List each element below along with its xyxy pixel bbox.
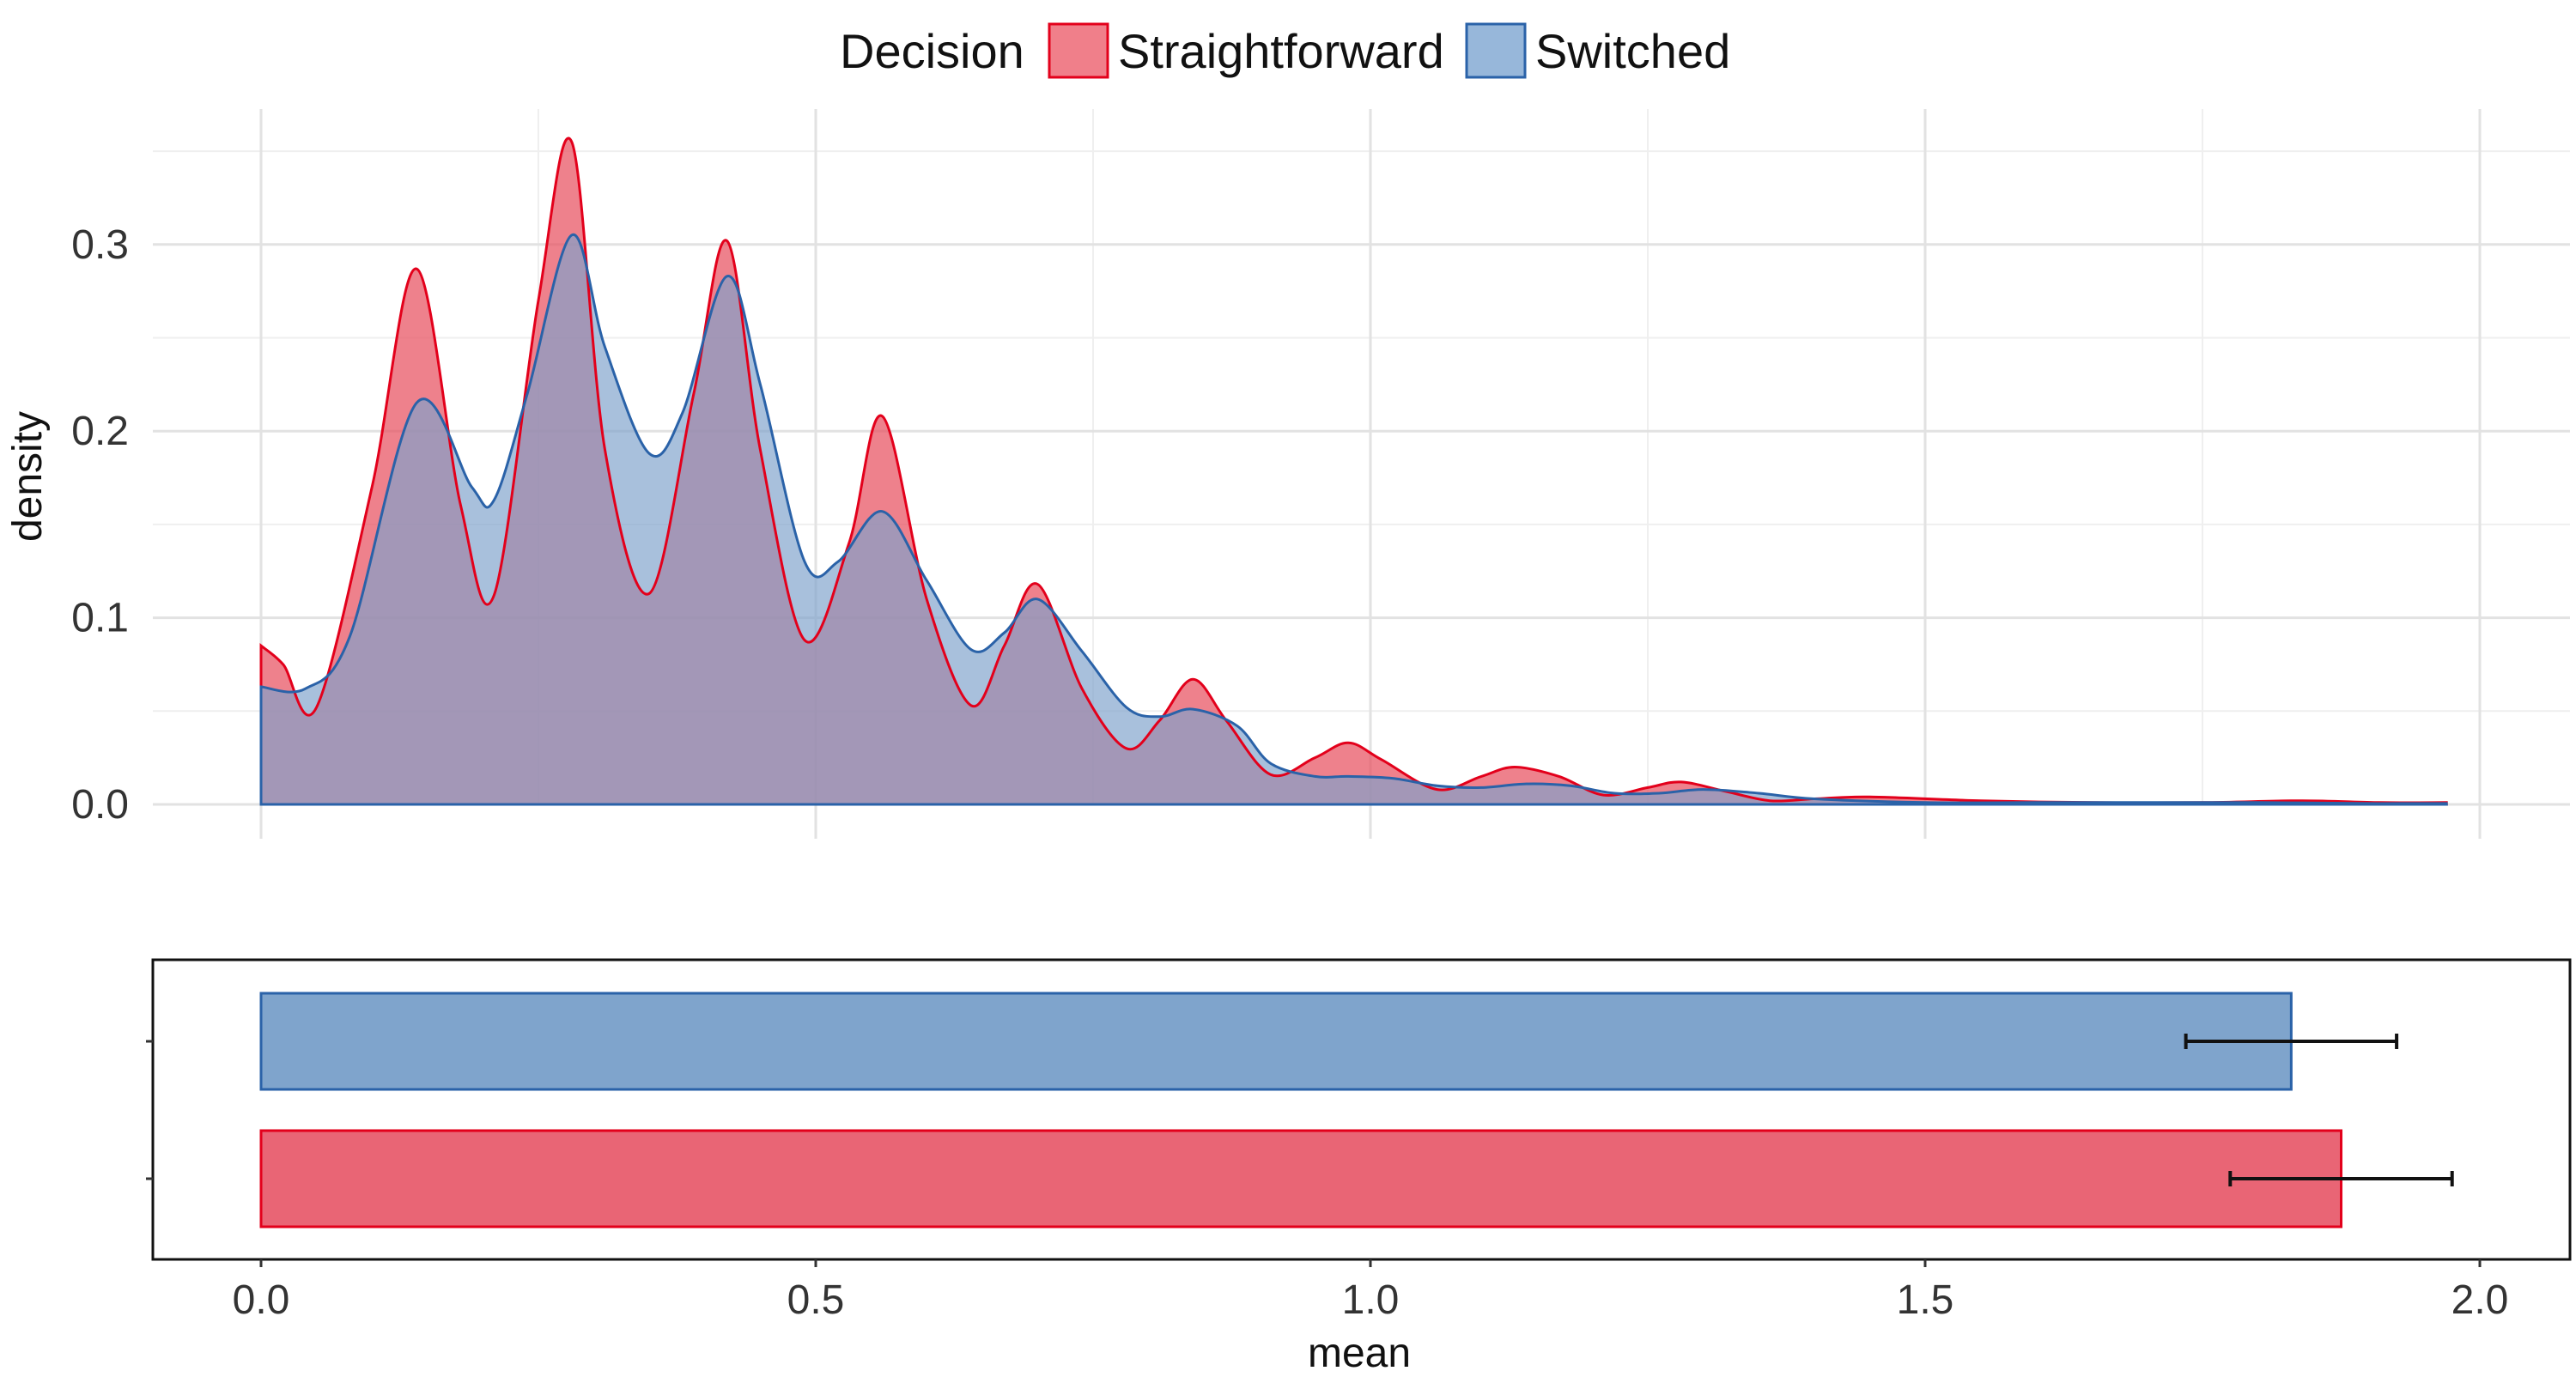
mean-bars xyxy=(146,993,2452,1227)
y-tick-label: 0.1 xyxy=(71,596,129,641)
legend: Decision Straightforward Switched xyxy=(840,24,1730,78)
density-area-switched xyxy=(261,234,2446,804)
x-tick-label: 1.0 xyxy=(1342,1277,1400,1323)
x-axis-title: mean xyxy=(1308,1331,1411,1376)
bar-straightforward xyxy=(261,1131,2342,1227)
density-y-tick-labels: 0.0 0.1 0.2 0.3 xyxy=(71,222,129,828)
x-tick-label: 2.0 xyxy=(2451,1277,2509,1323)
mean-panel: 0.0 0.5 1.0 1.5 2.0 mean xyxy=(146,960,2570,1376)
y-axis-title: density xyxy=(5,411,51,542)
y-tick-label: 0.0 xyxy=(71,782,129,828)
y-tick-label: 0.2 xyxy=(71,409,129,454)
legend-title: Decision xyxy=(840,24,1024,78)
x-tick-label: 0.0 xyxy=(233,1277,290,1323)
density-series xyxy=(261,138,2446,804)
density-panel: 0.0 0.1 0.2 0.3 density xyxy=(0,109,2570,839)
legend-swatch-switched xyxy=(1467,24,1525,77)
y-tick-label: 0.3 xyxy=(71,222,129,268)
legend-swatch-straightforward xyxy=(1049,24,1108,77)
bar-switched xyxy=(261,993,2291,1089)
x-tick-label: 0.5 xyxy=(787,1277,845,1323)
x-tick-labels: 0.0 0.5 1.0 1.5 2.0 xyxy=(233,1259,2509,1323)
legend-label-switched: Switched xyxy=(1535,24,1730,78)
x-tick-label: 1.5 xyxy=(1897,1277,1954,1323)
legend-label-straightforward: Straightforward xyxy=(1118,24,1444,78)
